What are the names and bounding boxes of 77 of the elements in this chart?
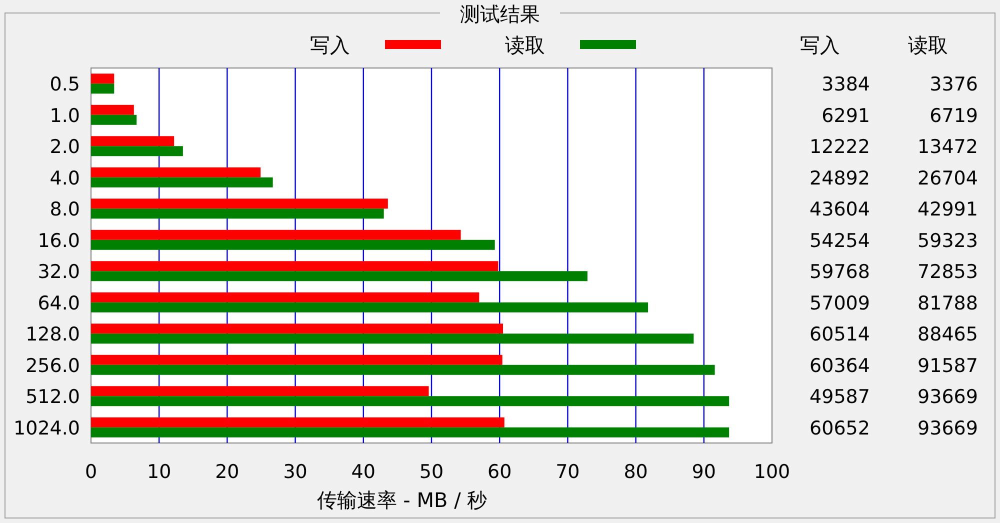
x-tick-label: 0 <box>84 461 98 483</box>
text: 59323 <box>918 230 978 252</box>
x-tick-label: 90 <box>692 461 716 483</box>
x-tick-label: 50 <box>419 461 444 483</box>
y-tick-label: 64.0 <box>38 292 80 314</box>
text: 42991 <box>918 198 978 221</box>
bar <box>91 167 261 178</box>
bar <box>91 417 504 428</box>
text: 60364 <box>810 354 870 377</box>
text: 93669 <box>918 417 978 440</box>
bar <box>91 74 114 84</box>
text: 72853 <box>918 261 978 284</box>
text: 24892 <box>810 167 870 190</box>
text: 12222 <box>810 136 870 158</box>
text: 81788 <box>918 292 978 314</box>
x-tick-label: 70 <box>556 461 580 483</box>
legend-label: 读取 <box>505 33 545 57</box>
y-tick-label: 128.0 <box>26 324 80 346</box>
y-tick-label: 8.0 <box>50 198 80 221</box>
bar <box>91 302 648 312</box>
bar <box>91 136 174 146</box>
text: 60652 <box>810 417 870 440</box>
bar <box>91 230 461 240</box>
bar <box>91 354 502 365</box>
bar <box>91 240 495 250</box>
text: 57009 <box>810 292 870 314</box>
bar <box>91 177 273 188</box>
category-label: 写入 <box>800 33 840 57</box>
text: 13472 <box>918 136 978 158</box>
text: 26704 <box>918 167 978 190</box>
y-tick-label: 1024.0 <box>14 417 80 440</box>
bar <box>91 114 137 125</box>
y-tick-label: 0.5 <box>50 74 80 96</box>
text: 59768 <box>810 261 870 284</box>
x-tick-label: 30 <box>283 461 308 483</box>
x-tick-label: 40 <box>351 461 376 483</box>
bar <box>91 208 384 219</box>
bar <box>91 271 588 282</box>
category-label: 读取 <box>908 33 948 57</box>
chart-title: 测试结果 <box>460 2 540 26</box>
y-tick-label: 2.0 <box>50 136 80 158</box>
x-axis-title: 传输速率 - MB / 秒 <box>316 488 488 512</box>
text: 43604 <box>810 198 870 221</box>
bar <box>91 427 730 438</box>
text: 88465 <box>918 324 978 346</box>
text: 60514 <box>810 324 870 346</box>
text: 3384 <box>822 74 870 96</box>
y-tick-label: 256.0 <box>26 354 80 377</box>
text: 6719 <box>930 104 978 127</box>
y-tick-label: 4.0 <box>50 167 80 190</box>
text: 54254 <box>810 230 870 252</box>
bar <box>91 386 429 396</box>
bar <box>91 198 388 209</box>
bar <box>91 146 183 156</box>
y-tick-label: 1.0 <box>50 104 80 127</box>
text: 93669 <box>918 386 978 408</box>
text: 91587 <box>918 354 978 377</box>
bar <box>91 84 114 94</box>
x-tick-label: 20 <box>215 461 240 483</box>
legend-label: 写入 <box>310 33 350 57</box>
bar <box>91 292 480 302</box>
bar <box>91 324 504 334</box>
bar <box>91 104 134 115</box>
y-tick-label: 16.0 <box>38 230 80 252</box>
text: 49587 <box>810 386 870 408</box>
bar <box>91 261 498 272</box>
x-tick-label: 10 <box>147 461 172 483</box>
bar <box>91 334 694 344</box>
bar <box>91 396 730 406</box>
x-tick-label: 80 <box>624 461 648 483</box>
y-tick-label: 32.0 <box>38 261 80 284</box>
text: 6291 <box>822 104 870 127</box>
x-tick-label: 60 <box>488 461 512 483</box>
x-tick-label: 100 <box>754 461 790 483</box>
bar <box>91 364 715 375</box>
text: 3376 <box>930 74 978 96</box>
y-tick-label: 512.0 <box>26 386 80 408</box>
